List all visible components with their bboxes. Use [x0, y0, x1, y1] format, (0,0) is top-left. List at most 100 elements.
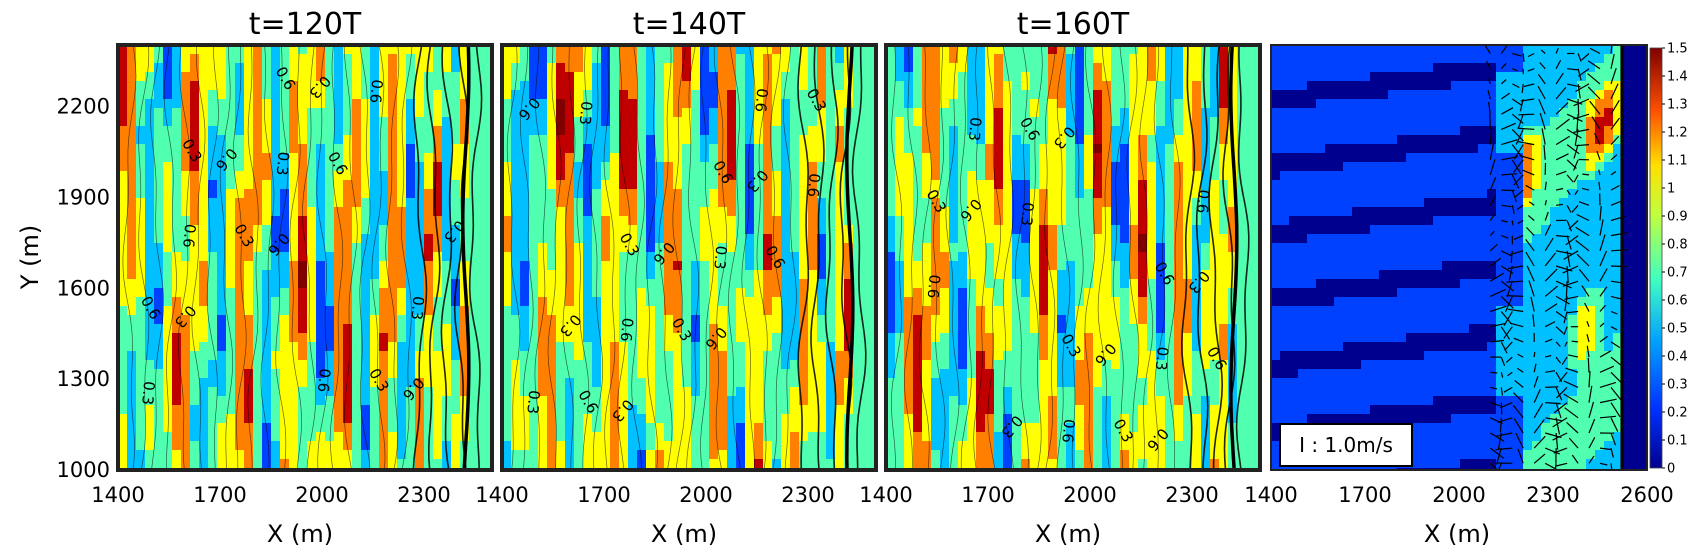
heatmap-cell [1039, 216, 1049, 226]
heatmap-cell [352, 306, 362, 316]
heatmap-cell [208, 189, 218, 199]
heatmap-cell [583, 135, 593, 145]
heatmap-cell [1075, 216, 1085, 226]
heatmap-cell [691, 162, 701, 172]
heatmap-cell [529, 387, 539, 397]
heatmap-cell [610, 459, 620, 469]
heatmap-cell [343, 225, 353, 235]
heatmap-cell [655, 351, 665, 361]
heatmap-cell [379, 243, 389, 253]
heatmap-cell [655, 288, 665, 298]
heatmap-cell [538, 423, 548, 433]
heatmap-cell [664, 252, 674, 262]
heatmap-cell [619, 180, 629, 190]
heatmap-cell [379, 333, 389, 343]
heatmap-cell [1246, 63, 1256, 73]
heatmap-cell [1066, 207, 1076, 217]
heatmap-cell [379, 261, 389, 271]
heatmap-cell [1192, 198, 1202, 208]
heatmap-cell [1219, 99, 1229, 109]
heatmap-cell [460, 324, 470, 334]
heatmap-cell [271, 252, 281, 262]
heatmap-cell [325, 99, 335, 109]
heatmap-cell [700, 423, 710, 433]
heatmap-cell [1093, 171, 1103, 181]
heatmap-cell [451, 405, 461, 415]
heatmap-cell [1111, 135, 1121, 145]
heatmap-cell [469, 243, 479, 253]
heatmap-cell [1003, 180, 1013, 190]
heatmap-cell [316, 117, 326, 127]
heatmap-cell [1021, 189, 1031, 199]
heatmap-cell [442, 360, 452, 370]
heatmap-cell [208, 342, 218, 352]
heatmap-cell [199, 396, 209, 406]
heatmap-cell [538, 54, 548, 64]
heatmap-cell [871, 90, 876, 100]
heatmap-cell [298, 261, 308, 271]
heatmap-cell [352, 189, 362, 199]
heatmap-cell [1192, 63, 1202, 73]
heatmap-cell [781, 252, 791, 262]
heatmap-cell [1030, 171, 1040, 181]
heatmap-cell [646, 306, 656, 316]
heatmap-cell [871, 171, 876, 181]
heatmap-cell [226, 171, 236, 181]
heatmap-cell [601, 270, 611, 280]
heatmap-cell [646, 432, 656, 442]
heatmap-cell [781, 243, 791, 253]
heatmap-cell [1129, 198, 1139, 208]
heatmap-cell [460, 369, 470, 379]
heatmap-cell [1192, 117, 1202, 127]
heatmap-cell [343, 387, 353, 397]
heatmap-cell [826, 450, 836, 460]
heatmap-cell [262, 279, 272, 289]
heatmap-cell [271, 333, 281, 343]
heatmap-cell [790, 90, 800, 100]
heatmap-cell [307, 99, 317, 109]
heatmap-cell [628, 63, 638, 73]
heatmap-cell [913, 126, 923, 136]
heatmap-cell [253, 126, 263, 136]
heatmap-cell [799, 333, 809, 343]
heatmap-cell [334, 387, 344, 397]
heatmap-cell [529, 459, 539, 469]
heatmap-cell [478, 387, 488, 397]
heatmap-cell [244, 162, 254, 172]
heatmap-cell [280, 288, 290, 298]
heatmap-cell [871, 243, 876, 253]
heatmap-cell [1210, 99, 1220, 109]
heatmap-cell [361, 180, 371, 190]
heatmap-cell [1048, 54, 1058, 64]
heatmap-cell [343, 432, 353, 442]
heatmap-cell [592, 315, 602, 325]
heatmap-cell [835, 342, 845, 352]
heatmap-cell [478, 225, 488, 235]
heatmap-cell [1147, 63, 1157, 73]
heatmap-cell [289, 333, 299, 343]
heatmap-cell [709, 405, 719, 415]
heatmap-cell [244, 153, 254, 163]
heatmap-cell [745, 234, 755, 244]
heatmap-cell [1183, 180, 1193, 190]
heatmap-cell [502, 360, 512, 370]
heatmap-cell [700, 387, 710, 397]
heatmap-cell [199, 225, 209, 235]
heatmap-cell [217, 216, 227, 226]
heatmap-cell [136, 216, 146, 226]
heatmap-cell [691, 207, 701, 217]
heatmap-cell [574, 387, 584, 397]
heatmap-cell [226, 126, 236, 136]
heatmap-cell [1030, 45, 1040, 55]
heatmap-cell [343, 261, 353, 271]
heatmap-cell [637, 441, 647, 451]
heatmap-cell [442, 234, 452, 244]
heatmap-cell [181, 270, 191, 280]
heatmap-cell [583, 342, 593, 352]
heatmap-cell [1156, 108, 1166, 118]
heatmap-cell [460, 396, 470, 406]
heatmap-cell [154, 378, 164, 388]
heatmap-cell [118, 45, 128, 55]
heatmap-cell [154, 279, 164, 289]
heatmap-cell [511, 180, 521, 190]
